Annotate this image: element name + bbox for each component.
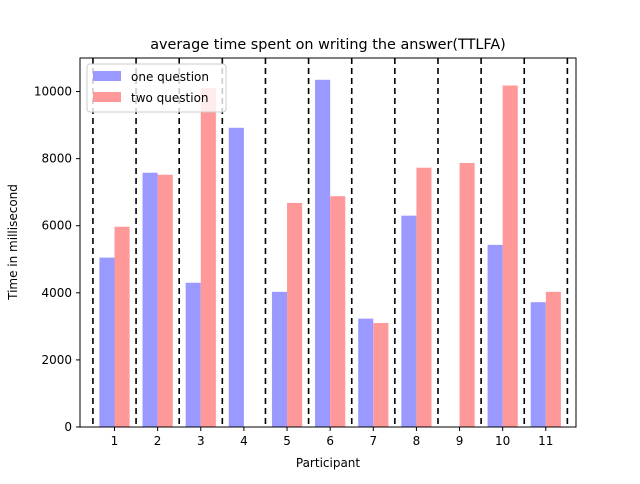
x-tick-label: 6: [326, 434, 334, 448]
x-tick-label: 5: [283, 434, 291, 448]
bar-two-question-2: [157, 174, 173, 427]
bar-two-question-3: [200, 88, 216, 427]
bar-two-question-1: [114, 226, 130, 427]
x-tick-label: 4: [240, 434, 248, 448]
y-tick-label: 2000: [41, 353, 72, 367]
legend: one question two question: [86, 63, 227, 113]
legend-label-one-question: one question: [131, 70, 209, 84]
x-axis-label: Participant: [296, 456, 361, 470]
bar-one-question-6: [315, 79, 331, 428]
y-tick-label: 8000: [41, 152, 72, 166]
bar-one-question-7: [358, 318, 374, 427]
bar-two-question-5: [287, 202, 303, 427]
y-tick-label: 4000: [41, 286, 72, 300]
x-tick-label: 1: [111, 434, 119, 448]
legend-label-two-question: two question: [131, 91, 209, 105]
bar-two-question-8: [416, 167, 432, 427]
bar-two-question-11: [545, 291, 561, 427]
y-tick-label: 10000: [34, 85, 72, 99]
x-tick-label: 3: [197, 434, 205, 448]
bar-one-question-3: [185, 282, 201, 427]
chart-title: average time spent on writing the answer…: [150, 37, 506, 53]
x-tick-label: 9: [456, 434, 464, 448]
legend-box: [86, 63, 227, 113]
x-tick-label: 7: [369, 434, 377, 448]
y-axis-label: Time in millisecond: [6, 184, 20, 301]
y-tick-label: 0: [64, 420, 72, 434]
plot-area: 1 2 3 4 5 6 7 8 9 10 11 0 2000 4000 6000 8000 10000: [34, 57, 577, 448]
x-tick-label: 10: [495, 434, 510, 448]
y-tick-label: 6000: [41, 219, 72, 233]
bar-two-question-7: [373, 323, 389, 427]
bar-two-question-6: [330, 196, 346, 427]
bar-one-question-10: [487, 244, 503, 427]
bar-two-question-9: [459, 163, 475, 427]
x-tick-label: 11: [538, 434, 553, 448]
bar-one-question-11: [530, 302, 546, 427]
bar-one-question-1: [99, 257, 115, 427]
bar-one-question-8: [401, 215, 417, 427]
bar-one-question-4: [228, 127, 244, 428]
legend-swatch-two-question: [93, 92, 121, 102]
bar-one-question-2: [142, 172, 158, 427]
bar-one-question-5: [271, 291, 288, 427]
legend-swatch-one-question: [93, 71, 121, 81]
bar-two-question-10: [502, 85, 518, 427]
axes-frame: [79, 57, 577, 428]
x-tick-label: 2: [154, 434, 162, 448]
x-tick-label: 8: [413, 434, 421, 448]
